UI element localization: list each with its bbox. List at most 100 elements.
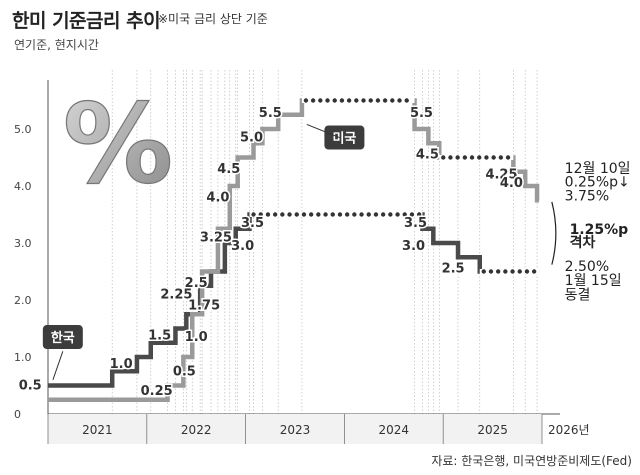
hold-dot <box>469 155 475 160</box>
hold-dot <box>310 98 316 103</box>
hold-dot <box>402 212 407 217</box>
y-tick-label: 3.0 <box>14 237 32 250</box>
legend-pointer-usa <box>306 123 340 139</box>
hold-dot <box>484 155 489 160</box>
hold-dot <box>318 98 323 103</box>
hold-dot <box>524 269 530 274</box>
hold-dot <box>531 269 537 274</box>
legend-box-korea <box>42 325 83 350</box>
hold-dot <box>308 212 314 217</box>
legend-box-usa <box>324 125 365 150</box>
value-label: 4.25 <box>485 168 517 183</box>
hold-dot <box>330 212 335 217</box>
hold-dot <box>477 155 482 160</box>
hold-dot <box>517 269 522 274</box>
value-label: 3.0 <box>402 239 425 254</box>
hold-dot <box>455 155 460 160</box>
chart-subtitle: 연기준, 현지시간 <box>14 38 99 52</box>
value-label: 5.0 <box>240 131 263 146</box>
value-label: 0.25 <box>141 384 173 399</box>
hold-dot <box>481 269 486 274</box>
hold-dot <box>397 98 402 103</box>
year-label: 2023 <box>280 423 311 437</box>
annotation-gap_word: 격차 <box>570 234 596 251</box>
legend-pointer-korea <box>52 351 64 380</box>
hold-dot <box>316 212 321 217</box>
hold-dot <box>339 98 345 103</box>
hold-dot <box>375 98 381 103</box>
value-label: 1.0 <box>110 357 133 372</box>
annotation-us_cut: 0.25%p↓ <box>565 174 630 190</box>
annotation-gap_value: 1.25%p <box>570 222 629 238</box>
hold-dot <box>448 155 453 160</box>
hold-dot <box>346 98 352 103</box>
annotation-kr_rate: 2.50% <box>565 259 609 275</box>
source-note: 자료: 한국은행, 미국연방준비제도(Fed) <box>431 454 632 468</box>
gap-bracket <box>551 201 557 265</box>
hold-dot <box>390 98 395 103</box>
hold-dot <box>301 212 307 217</box>
value-label: 3.5 <box>241 216 264 231</box>
value-label: 4.0 <box>500 176 523 191</box>
y-tick-label: 2.0 <box>14 294 32 307</box>
hold-dot <box>491 155 496 160</box>
value-label: 3.0 <box>231 239 254 254</box>
hold-dot <box>344 212 350 217</box>
value-label: 0.5 <box>19 379 42 394</box>
value-label: 4.5 <box>416 148 439 163</box>
hold-dot <box>265 212 271 217</box>
value-label: 5.5 <box>410 106 433 121</box>
value-label: 3.25 <box>200 230 232 245</box>
y-tick-label: 4.0 <box>14 180 32 193</box>
chart-note: ※미국 금리 상단 기준 <box>158 12 268 26</box>
year-label: 2024 <box>379 423 410 437</box>
chart-title: 한미 기준금리 추이 <box>12 10 161 32</box>
hold-dot <box>323 212 328 217</box>
hold-dot <box>373 212 379 217</box>
hold-dot <box>287 212 292 217</box>
hold-dot <box>495 269 501 274</box>
year-label: 2022 <box>181 423 212 437</box>
hold-dot <box>251 212 256 217</box>
hold-dot <box>395 212 400 217</box>
percent-decoration: % <box>63 80 173 208</box>
hold-dot <box>416 212 422 217</box>
hold-dot <box>325 98 330 103</box>
hold-dot <box>488 269 494 274</box>
hold-dot <box>337 212 343 217</box>
hold-dot <box>368 98 373 103</box>
value-label: 2.5 <box>442 262 465 277</box>
value-label: 0.5 <box>173 364 196 379</box>
hold-dot <box>352 212 357 217</box>
y-tick-label: 0 <box>14 408 21 421</box>
y-tick-label: 5.0 <box>14 123 32 136</box>
hold-dot <box>361 98 366 103</box>
hold-dot <box>503 269 508 274</box>
legend-label: 미국 <box>332 131 356 147</box>
hold-dot <box>441 155 446 160</box>
hold-dot <box>272 212 278 217</box>
hold-dot <box>382 98 388 103</box>
value-label: 1.0 <box>185 330 208 345</box>
hold-dot <box>409 212 415 217</box>
value-label: 5.5 <box>259 106 282 121</box>
value-label: 1.5 <box>148 328 171 343</box>
value-label: 1.75 <box>188 299 220 314</box>
value-label: 3.5 <box>404 216 427 231</box>
hold-dot <box>404 98 409 103</box>
x-axis-band <box>48 414 542 444</box>
year-label: 2026년 <box>548 423 590 437</box>
hold-dot <box>359 212 364 217</box>
hold-dot <box>366 212 371 217</box>
hold-dot <box>388 212 393 217</box>
hold-dot <box>462 155 468 160</box>
hold-dot <box>498 155 504 160</box>
hold-dot <box>280 212 285 217</box>
value-label: 4.5 <box>217 162 240 177</box>
annotation-us_rate: 3.75% <box>565 189 609 205</box>
year-label: 2025 <box>477 423 508 437</box>
hold-dot <box>505 155 511 160</box>
y-tick-label: 1.0 <box>14 351 32 364</box>
annotation-us_date: 12월 10일 <box>565 161 631 177</box>
